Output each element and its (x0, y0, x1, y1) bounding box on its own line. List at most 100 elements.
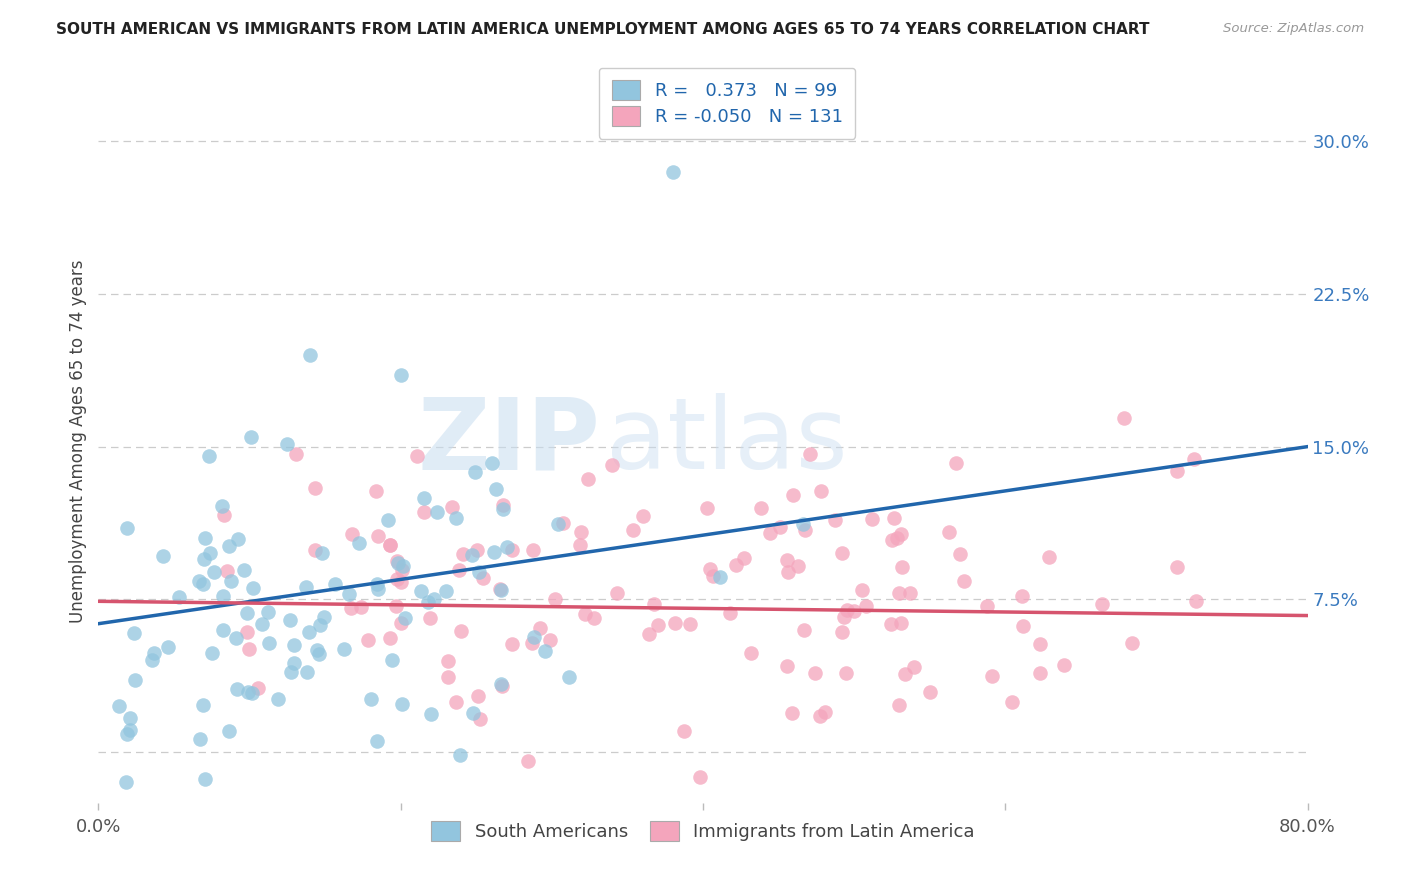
Point (284, 447, 307, 461)
Point (569, 524, 592, 539)
Point (211, 590, 233, 604)
Point (280, 665, 302, 680)
Point (391, 698, 413, 712)
Point (574, 607, 596, 621)
Point (276, 436, 298, 450)
Point (118, 723, 141, 738)
Point (482, 545, 505, 559)
Point (699, 561, 721, 575)
Point (808, 708, 831, 723)
Point (953, 574, 976, 589)
Point (152, 549, 174, 563)
Point (529, 621, 551, 635)
Point (647, 618, 669, 632)
Point (489, 582, 512, 596)
Point (202, 565, 225, 579)
Point (804, 665, 827, 680)
Point (218, 539, 240, 553)
Point (450, 624, 472, 638)
Point (832, 609, 855, 624)
Point (492, 498, 515, 512)
Point (115, 521, 138, 535)
Point (1053, 657, 1076, 672)
Point (385, 572, 408, 586)
Point (198, 449, 221, 463)
Point (212, 624, 235, 638)
Point (340, 527, 363, 541)
Point (367, 582, 389, 596)
Point (364, 484, 387, 499)
Point (702, 569, 724, 583)
Point (380, 653, 402, 667)
Point (333, 641, 356, 656)
Point (247, 681, 270, 695)
Point (501, 542, 523, 557)
Point (981, 669, 1004, 683)
Point (576, 471, 599, 485)
Point (387, 556, 409, 570)
Point (449, 747, 471, 762)
Point (1166, 560, 1188, 574)
Point (1185, 594, 1208, 608)
Point (547, 517, 569, 532)
Point (501, 637, 523, 651)
Point (709, 570, 731, 584)
Point (851, 582, 873, 597)
Point (544, 591, 567, 606)
Point (780, 706, 803, 720)
Point (606, 586, 628, 600)
Point (1121, 636, 1143, 650)
Point (533, 644, 555, 658)
Text: SOUTH AMERICAN VS IMMIGRANTS FROM LATIN AMERICA UNEMPLOYMENT AMONG AGES 65 TO 74: SOUTH AMERICAN VS IMMIGRANTS FROM LATIN … (56, 22, 1150, 37)
Point (193, 576, 215, 591)
Point (920, 685, 942, 699)
Point (890, 527, 912, 541)
Point (295, 665, 318, 680)
Point (938, 524, 960, 539)
Point (298, 625, 321, 640)
Point (733, 550, 755, 565)
Point (976, 599, 998, 613)
Point (385, 599, 408, 613)
Point (461, 548, 484, 562)
Point (409, 583, 432, 598)
Point (232, 563, 254, 577)
Point (419, 706, 441, 721)
Point (299, 348, 322, 362)
Point (643, 598, 665, 612)
Point (464, 465, 486, 479)
Point (252, 617, 274, 632)
Point (314, 609, 336, 624)
Point (226, 532, 249, 546)
Point (323, 576, 346, 591)
Point (891, 559, 914, 574)
Y-axis label: Unemployment Among Ages 65 to 74 years: Unemployment Among Ages 65 to 74 years (69, 260, 87, 624)
Point (1001, 696, 1024, 710)
Point (156, 640, 179, 654)
Point (215, 564, 238, 578)
Point (583, 611, 606, 625)
Point (489, 582, 512, 597)
Point (792, 517, 814, 532)
Point (522, 543, 544, 558)
Point (835, 603, 858, 617)
Point (188, 731, 211, 746)
Point (191, 698, 214, 712)
Point (167, 590, 190, 604)
Point (810, 484, 832, 499)
Point (366, 733, 388, 747)
Point (218, 723, 240, 738)
Point (696, 501, 718, 516)
Point (350, 600, 373, 615)
Point (1182, 451, 1205, 466)
Point (1011, 589, 1033, 603)
Point (664, 616, 686, 631)
Point (238, 642, 260, 657)
Point (468, 565, 491, 579)
Point (778, 565, 800, 579)
Point (235, 624, 257, 639)
Point (886, 531, 908, 545)
Point (855, 599, 877, 614)
Point (776, 553, 799, 567)
Point (814, 705, 837, 719)
